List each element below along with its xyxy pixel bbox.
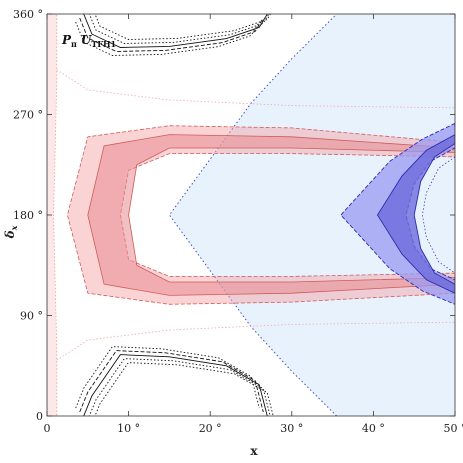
y-axis-label-sub: x [9,225,19,231]
y-tick-label: 180 ° [13,209,43,222]
pink-dotted-curve-bottom [56,321,455,361]
blue-band-core [376,134,455,294]
black-contour-top-0 [83,14,268,48]
y-tick-label: 90 ° [20,310,43,323]
annotation-sub2: TFH1 [91,39,116,49]
annotation-sub1: π [71,39,77,49]
y-axis-label: δx [3,225,19,239]
x-tick-label: 10 ° [117,422,140,435]
svg-text:δx: δx [3,225,19,239]
y-tick-label: 0 [36,410,43,423]
annotation-main: P [61,33,72,47]
black-contour-top-4 [94,14,271,40]
x-tick-label: 50 ° [444,422,463,435]
black-contour-top-2 [75,21,260,56]
y-tick-label: 360 ° [13,8,43,21]
black-contour-bottom-2 [75,346,260,409]
black-contour-bottom-4 [94,362,274,416]
y-tick-label: 270 ° [13,109,43,122]
panel-annotation: Pπ UTFH1 [61,33,116,49]
blue-dotted-boundary [168,14,338,416]
black-contour-bottom-1 [79,350,264,413]
black-contour-bottom-3 [88,358,271,416]
x-tick-label: 0 [44,422,51,435]
x-axis-ticks: 0 10 ° 20 ° 30 ° 40 ° 50 ° [44,14,463,435]
blue-inner-dotted [422,156,455,274]
pink-dotted-curve-top [56,69,455,109]
y-axis-ticks: 0 90 ° 180 ° 270 ° 360 ° [13,8,455,423]
plot-regions [47,14,455,416]
x-tick-label: 20 ° [199,422,222,435]
annotation-main2: U [81,33,93,47]
blue-allowed-region [169,14,455,416]
y-axis-label-main: δ [3,230,17,239]
x-axis-label: x [250,444,258,458]
black-contour-top-3 [88,14,270,44]
black-contour-top-1 [79,17,264,52]
black-contour-bottom-0 [83,354,268,416]
x-tick-label: 30 ° [280,422,303,435]
x-tick-label: 40 ° [362,422,385,435]
